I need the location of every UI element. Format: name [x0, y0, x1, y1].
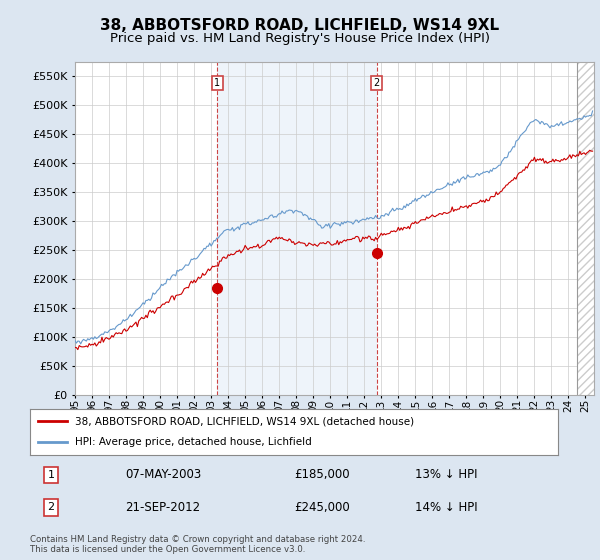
Text: 13% ↓ HPI: 13% ↓ HPI	[415, 468, 478, 482]
Text: 2: 2	[47, 502, 55, 512]
Bar	[217, 62, 377, 395]
Text: 38, ABBOTSFORD ROAD, LICHFIELD, WS14 9XL: 38, ABBOTSFORD ROAD, LICHFIELD, WS14 9XL	[100, 18, 500, 33]
Text: £245,000: £245,000	[294, 501, 350, 514]
Text: 14% ↓ HPI: 14% ↓ HPI	[415, 501, 478, 514]
Text: 07-MAY-2003: 07-MAY-2003	[125, 468, 201, 482]
Text: 21-SEP-2012: 21-SEP-2012	[125, 501, 200, 514]
Text: Price paid vs. HM Land Registry's House Price Index (HPI): Price paid vs. HM Land Registry's House …	[110, 32, 490, 45]
Text: HPI: Average price, detached house, Lichfield: HPI: Average price, detached house, Lich…	[75, 437, 311, 447]
Text: 1: 1	[47, 470, 55, 480]
Text: Contains HM Land Registry data © Crown copyright and database right 2024.
This d: Contains HM Land Registry data © Crown c…	[30, 535, 365, 554]
Bar	[577, 62, 594, 395]
Text: 2: 2	[373, 78, 380, 88]
Text: 38, ABBOTSFORD ROAD, LICHFIELD, WS14 9XL (detached house): 38, ABBOTSFORD ROAD, LICHFIELD, WS14 9XL…	[75, 416, 414, 426]
Text: £185,000: £185,000	[294, 468, 350, 482]
Text: 1: 1	[214, 78, 220, 88]
